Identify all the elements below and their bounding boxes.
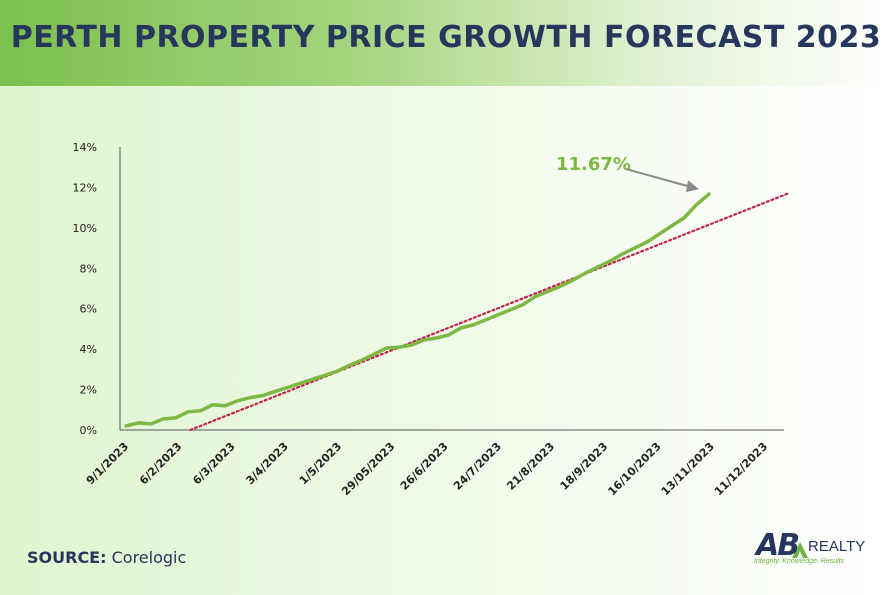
x-tick-label: 16/10/2023 xyxy=(605,440,663,498)
y-tick-label: 2% xyxy=(80,384,97,397)
annotation-arrow xyxy=(625,168,696,190)
price-growth-line xyxy=(124,192,711,428)
annotation-label: 11.67% xyxy=(556,154,631,175)
y-tick-label: 0% xyxy=(80,424,97,437)
y-tick-label: 8% xyxy=(80,262,97,275)
page-title: PERTH PROPERTY PRICE GROWTH FORECAST 202… xyxy=(10,20,882,55)
source-note: SOURCE: Corelogic xyxy=(27,548,186,567)
x-tick-label: 13/11/2023 xyxy=(659,440,717,498)
y-tick-label: 10% xyxy=(73,222,97,235)
x-tick-label: 1/5/2023 xyxy=(297,440,344,487)
x-tick-label: 6/3/2023 xyxy=(190,440,237,487)
annotation-arrowhead-icon xyxy=(686,180,699,193)
y-tick-label: 6% xyxy=(80,303,97,316)
x-tick-label: 11/12/2023 xyxy=(712,440,770,498)
ab-realty-logo: AB REALTY Integrity. Knowledge. Results xyxy=(752,528,866,572)
source-value: Corelogic xyxy=(111,548,187,567)
x-tick-label: 21/8/2023 xyxy=(504,440,557,493)
x-tick-label: 29/05/2023 xyxy=(339,440,397,498)
trend-line xyxy=(189,192,790,432)
x-tick-label: 18/9/2023 xyxy=(558,440,611,493)
x-tick-label: 6/2/2023 xyxy=(137,440,184,487)
x-tick-label: 9/1/2023 xyxy=(84,440,131,487)
logo-tagline: Integrity. Knowledge. Results xyxy=(754,558,845,565)
logo-ab: AB xyxy=(756,528,800,563)
y-tick-label: 14% xyxy=(73,141,97,154)
logo-realty: REALTY xyxy=(808,538,866,555)
logo-chevron-icon xyxy=(792,542,808,558)
y-tick-label: 12% xyxy=(73,181,97,194)
x-tick-label: 26/6/2023 xyxy=(398,440,451,493)
source-label: SOURCE: xyxy=(27,548,107,567)
header-band xyxy=(0,0,892,86)
y-tick-label: 4% xyxy=(80,343,97,356)
x-tick-label: 24/7/2023 xyxy=(451,440,504,493)
x-tick-label: 3/4/2023 xyxy=(244,440,291,487)
